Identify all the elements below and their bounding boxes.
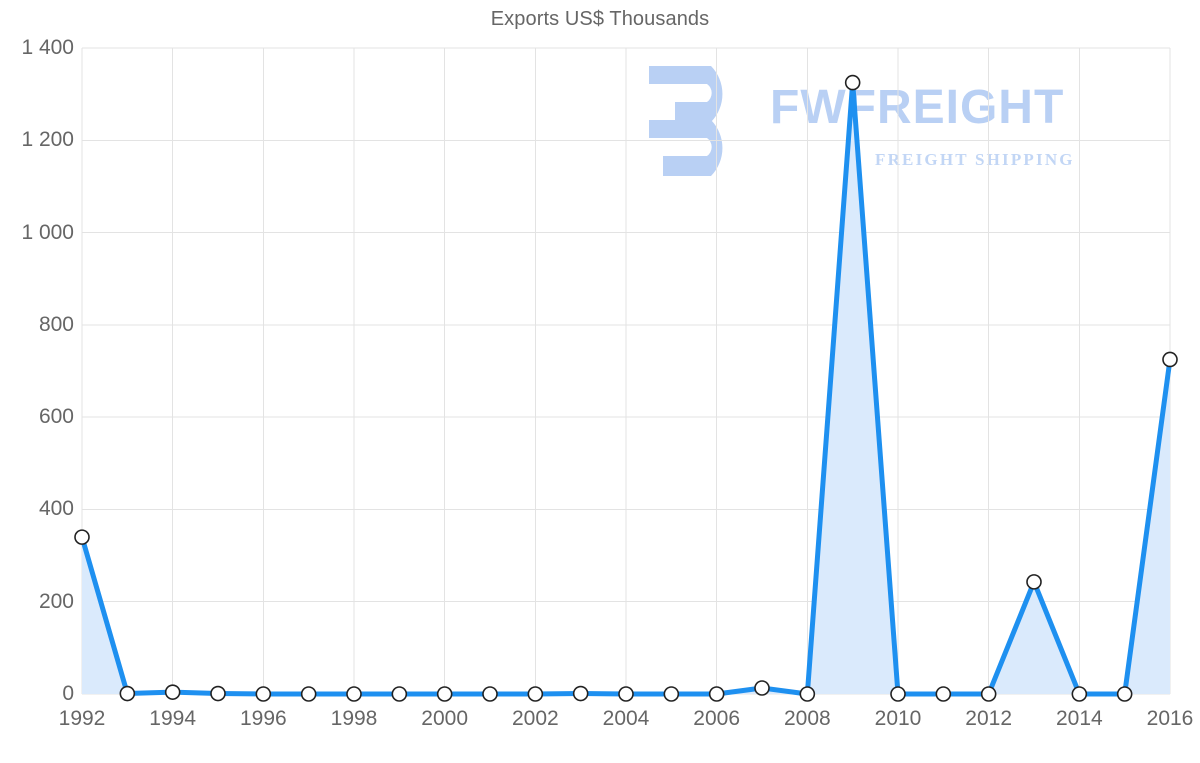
data-point-marker[interactable] bbox=[255, 686, 272, 702]
data-point-marker[interactable] bbox=[346, 686, 362, 702]
data-point-marker[interactable] bbox=[799, 686, 816, 702]
y-axis: 0 200 400 600 800 1 000 1 200 1 400 bbox=[0, 0, 74, 763]
data-point-marker[interactable] bbox=[300, 686, 317, 702]
x-axis-tick-label: 2004 bbox=[602, 707, 650, 730]
data-point-marker[interactable] bbox=[527, 686, 544, 702]
x-axis-tick-label: 1994 bbox=[149, 707, 197, 730]
data-point-marker[interactable] bbox=[482, 686, 498, 702]
chart-title: Exports US$ Thousands bbox=[490, 8, 710, 30]
data-point-marker[interactable] bbox=[391, 686, 408, 702]
data-point-marker[interactable] bbox=[935, 686, 952, 702]
y-axis-tick-label: 1 400 bbox=[21, 36, 74, 59]
x-axis-tick-label: 2000 bbox=[421, 707, 469, 730]
y-axis-tick-label: 1 000 bbox=[21, 220, 74, 244]
x-axis-tick-label: 2014 bbox=[1055, 707, 1103, 730]
data-point-marker[interactable] bbox=[708, 686, 725, 702]
data-point-marker[interactable] bbox=[436, 686, 453, 702]
data-point-marker[interactable] bbox=[663, 686, 680, 702]
x-axis-tick-label: 2006 bbox=[693, 707, 741, 730]
x-axis-tick-label: 2008 bbox=[783, 707, 831, 730]
data-point-marker[interactable] bbox=[754, 680, 770, 696]
x-axis-tick-label: 1996 bbox=[239, 707, 287, 730]
data-point-marker[interactable] bbox=[1026, 574, 1042, 590]
data-point-marker[interactable] bbox=[572, 685, 589, 702]
data-point-marker[interactable] bbox=[210, 685, 226, 702]
data-point-marker[interactable] bbox=[1116, 686, 1133, 702]
data-point-marker[interactable] bbox=[980, 686, 997, 702]
chart-plot-svg bbox=[74, 47, 1178, 702]
y-axis-tick-label: 600 bbox=[38, 405, 74, 429]
x-axis-tick-label: 1998 bbox=[330, 707, 378, 730]
x-axis-tick-label: 2002 bbox=[511, 707, 559, 730]
x-axis-tick-label: 1992 bbox=[58, 707, 106, 730]
data-point-marker[interactable] bbox=[74, 529, 90, 545]
x-axis-tick-label: 2016 bbox=[1146, 707, 1194, 730]
y-axis-tick-label: 800 bbox=[38, 312, 74, 336]
data-point-marker[interactable] bbox=[844, 74, 861, 91]
y-axis-tick-label: 0 bbox=[62, 682, 74, 705]
data-point-marker[interactable] bbox=[119, 685, 136, 702]
plot-area bbox=[74, 47, 1178, 702]
y-axis-tick-label: 400 bbox=[38, 497, 74, 521]
data-markers[interactable] bbox=[74, 74, 1178, 702]
y-axis-tick-label: 200 bbox=[38, 589, 74, 613]
data-point-marker[interactable] bbox=[1071, 686, 1088, 702]
data-point-marker[interactable] bbox=[1162, 351, 1178, 368]
data-point-marker[interactable] bbox=[618, 686, 634, 702]
x-axis-tick-label: 2012 bbox=[965, 707, 1013, 730]
data-point-marker[interactable] bbox=[890, 686, 906, 702]
y-axis-tick-label: 1 200 bbox=[21, 128, 74, 152]
data-point-marker[interactable] bbox=[164, 684, 181, 700]
x-axis-tick-label: 2010 bbox=[874, 707, 922, 730]
